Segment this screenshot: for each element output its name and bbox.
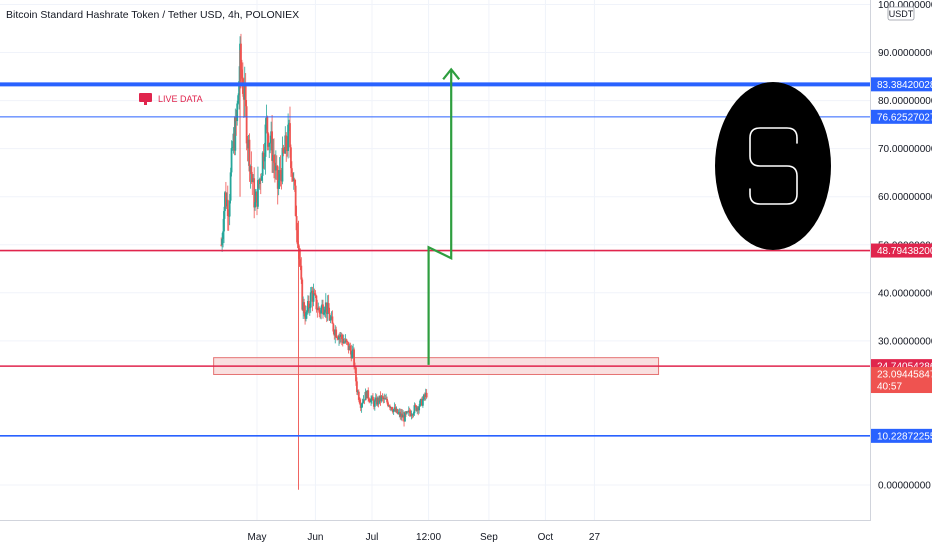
arrow-layer (429, 69, 460, 365)
candle-body (230, 172, 232, 200)
x-tick-label: Jul (366, 532, 379, 543)
candle-body (291, 168, 293, 173)
candle-body (231, 148, 233, 172)
x-tick-label: Sep (480, 532, 498, 543)
candle-body (332, 316, 334, 323)
y-tick-label: 0.00000000 (878, 481, 931, 492)
price-tag-countdown: 40:57 (877, 382, 902, 393)
price-tag-label: 10.22872255 (877, 431, 932, 442)
x-tick-label: 27 (589, 532, 601, 543)
token-logo (715, 82, 831, 250)
candle-body (310, 292, 312, 307)
currency-badge-label: USDT (889, 9, 914, 19)
y-tick-label: 40.00000000 (878, 288, 932, 299)
x-tick-label: Jun (307, 532, 323, 543)
monitor-icon (139, 93, 152, 105)
currency-badge[interactable]: USDT (888, 7, 914, 20)
y-tick-label: 60.00000000 (878, 192, 932, 203)
price-tag-label: 76.62527027 (877, 112, 932, 123)
candles-layer (220, 34, 427, 490)
y-tick-label: 30.00000000 (878, 336, 932, 347)
candle-body (236, 103, 238, 121)
live-data-badge[interactable]: LIVE DATA (139, 93, 203, 105)
y-tick-label: 70.00000000 (878, 144, 932, 155)
candle-body (426, 393, 428, 398)
candle-body (289, 123, 291, 147)
x-tick-label: 12:00 (416, 532, 441, 543)
price-tag-label: 23.09445847 (877, 370, 932, 381)
x-tick-label: Oct (538, 532, 554, 543)
price-tag-label: 48.79438200 (877, 246, 932, 257)
y-tick-label: 80.00000000 (878, 96, 932, 107)
x-tick-label: May (248, 532, 267, 543)
candle-body (266, 117, 268, 133)
price-tag-label: 83.38420028 (877, 80, 932, 91)
live-data-label: LIVE DATA (158, 94, 203, 104)
time-axis[interactable]: May Jun Jul 12:00 Sep Oct 27 (0, 520, 871, 550)
projection-arrow[interactable] (429, 69, 452, 365)
candle-body (347, 341, 349, 342)
y-tick-label: 90.00000000 (878, 48, 932, 59)
grid-lines (0, 0, 870, 520)
candle-body (254, 202, 256, 207)
candle-body (320, 308, 322, 314)
chart-title: Bitcoin Standard Hashrate Token / Tether… (6, 9, 299, 21)
